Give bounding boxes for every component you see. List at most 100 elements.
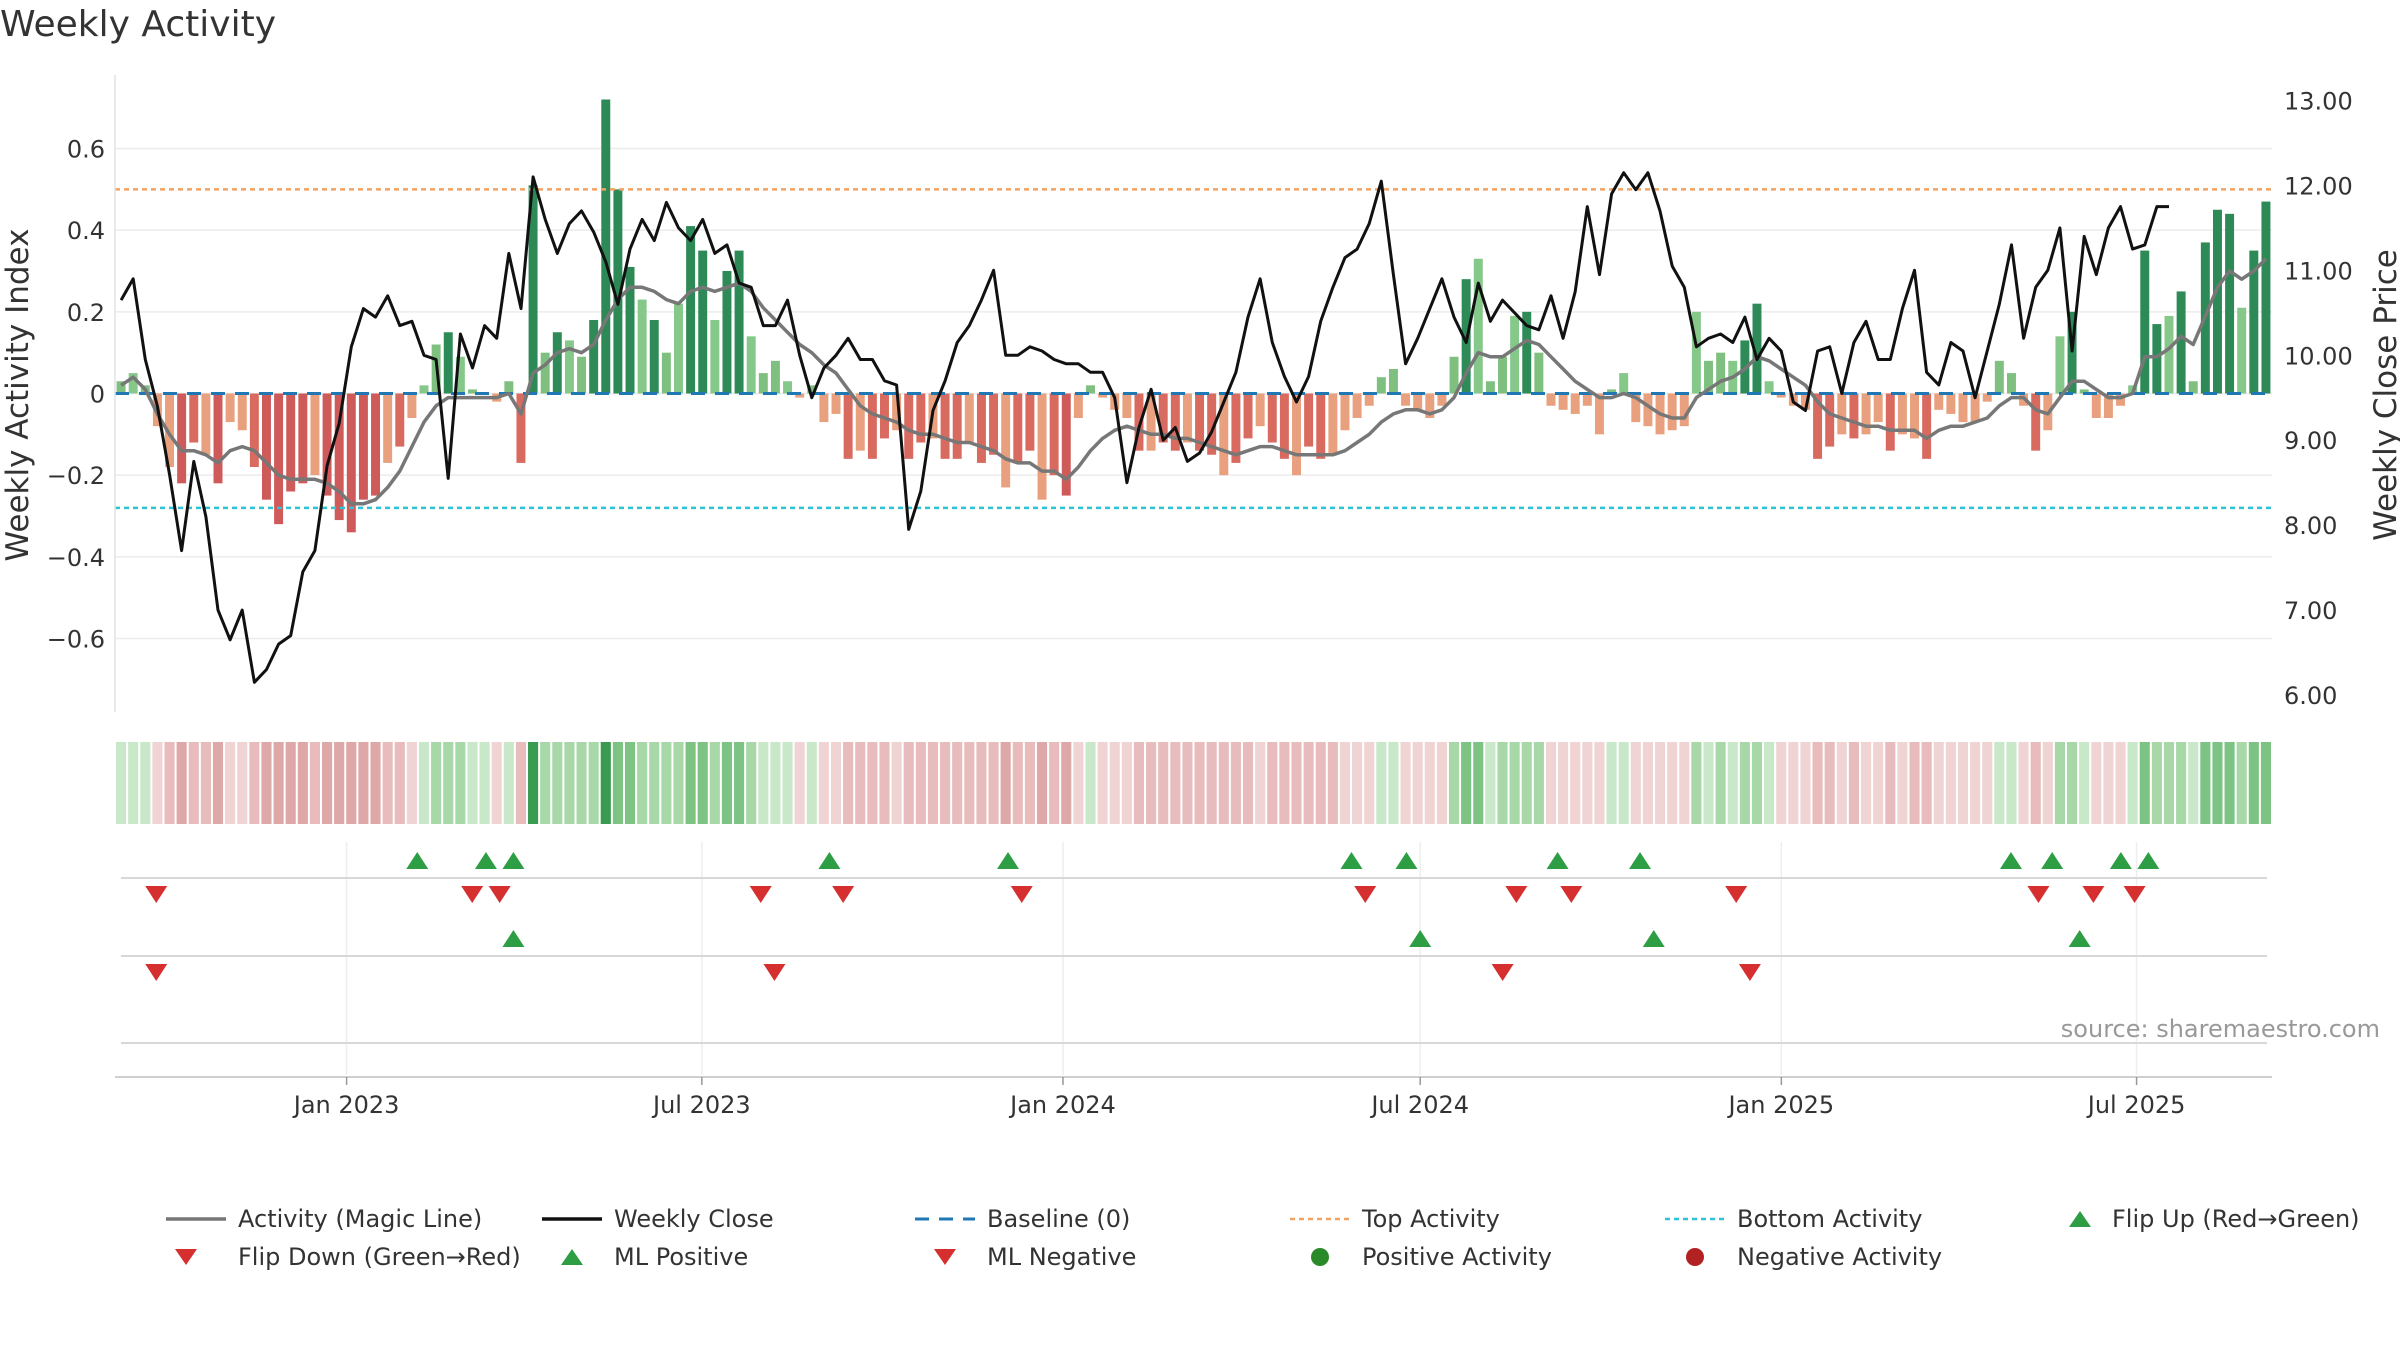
y-tick-label: 0.2 — [67, 299, 105, 327]
ml-down-marker — [1738, 964, 1761, 981]
heatmap-cell — [1630, 742, 1641, 824]
heatmap-cell — [1267, 742, 1278, 824]
y2-tick-label: 9.00 — [2284, 427, 2337, 455]
activity-bar — [189, 393, 199, 443]
heatmap-cell — [2224, 742, 2235, 824]
heatmap-cell — [552, 742, 563, 824]
heatmap-cell — [2200, 742, 2211, 824]
heatmap-cell — [140, 742, 151, 824]
activity-bar — [637, 299, 647, 394]
heatmap-cell — [1497, 742, 1508, 824]
legend-label-close: Weekly Close — [614, 1205, 774, 1233]
activity-bar — [1413, 393, 1423, 410]
weekly-close-line — [119, 171, 2169, 684]
legend-item-bottom: Bottom Activity — [1665, 1205, 1922, 1233]
heatmap-cell — [879, 742, 890, 824]
activity-bar — [1449, 356, 1459, 394]
heatmap-cell — [1049, 742, 1060, 824]
heatmap-cell — [806, 742, 817, 824]
activity-bar — [1946, 393, 1956, 414]
legend-item-ml-negative: ML Negative — [915, 1243, 1136, 1271]
heatmap-cell — [1448, 742, 1460, 824]
activity-heatmap-strip — [116, 742, 2271, 824]
heatmap-cell — [612, 742, 623, 824]
activity-bar — [1994, 360, 2004, 394]
flip-down-marker — [145, 886, 168, 903]
activity-bar — [1679, 393, 1689, 427]
heatmap-cell — [322, 742, 333, 824]
heatmap-cell — [940, 742, 951, 824]
heatmap-cell — [297, 742, 308, 824]
ml-down-marker — [145, 964, 168, 981]
activity-bar — [419, 385, 429, 394]
legend-label-flip-down: Flip Down (Green→Red) — [238, 1243, 521, 1271]
heatmap-cell — [1533, 742, 1544, 824]
activity-bar — [649, 320, 659, 394]
heatmap-cell — [503, 742, 514, 824]
activity-bar — [201, 393, 211, 455]
heatmap-cell — [709, 742, 720, 824]
heatmap-cell — [1109, 742, 1120, 824]
legend: Activity (Magic Line) Weekly Close Basel… — [160, 1205, 2400, 1275]
heatmap-cell — [1061, 742, 1072, 824]
heatmap-cell — [1582, 742, 1593, 824]
activity-bar — [916, 393, 926, 443]
legend-item-ml-positive: ML Positive — [542, 1243, 748, 1271]
activity-bar — [1534, 352, 1544, 394]
activity-bar — [1716, 352, 1726, 394]
activity-bar — [1061, 393, 1071, 496]
activity-bar — [795, 393, 805, 398]
heatmap-cell — [964, 742, 975, 824]
heatmap-cell — [1352, 742, 1363, 824]
activity-bar — [1800, 393, 1810, 410]
flip-down-marker — [1010, 886, 1033, 903]
flip-up-marker — [2109, 852, 2132, 869]
heatmap-cell — [915, 742, 926, 824]
heatmap-cell — [1400, 742, 1411, 824]
flip-down-marker — [2027, 886, 2050, 903]
x-tick-label: Jan 2024 — [1008, 1091, 1116, 1119]
x-tick-label: Jan 2023 — [292, 1091, 400, 1119]
heatmap-cell — [1085, 742, 1096, 824]
legend-label-baseline: Baseline (0) — [987, 1205, 1131, 1233]
heatmap-cell — [1764, 742, 1775, 824]
activity-bar — [2176, 291, 2186, 394]
heatmap-cell — [1970, 742, 1981, 824]
heatmap-cell — [2139, 742, 2150, 824]
heatmap-cell — [528, 742, 539, 824]
activity-bar — [1170, 393, 1180, 451]
activity-bar — [443, 332, 453, 394]
x-tick-label: Jan 2025 — [1726, 1091, 1834, 1119]
heatmap-cell — [2054, 742, 2065, 824]
triangle-up-icon — [2069, 1211, 2091, 1227]
heatmap-cell — [1376, 742, 1387, 824]
heatmap-cell — [1473, 742, 1484, 824]
activity-bar — [819, 393, 829, 423]
heatmap-cell — [1073, 742, 1084, 824]
heatmap-cell — [2042, 742, 2053, 824]
activity-bar — [1267, 393, 1277, 443]
activity-bar — [249, 393, 259, 467]
activity-bar — [237, 393, 247, 431]
activity-bar — [1231, 393, 1241, 463]
activity-bar — [2006, 373, 2016, 394]
activity-bar — [455, 356, 465, 394]
activity-bar — [2091, 393, 2101, 418]
flip-down-marker — [749, 886, 772, 903]
heatmap-cell — [479, 742, 490, 824]
heatmap-cell — [782, 742, 793, 824]
heatmap-cell — [1703, 742, 1714, 824]
heatmap-cell — [794, 742, 805, 824]
heatmap-cell — [1146, 742, 1157, 824]
heatmap-cell — [927, 742, 939, 824]
legend-label-top: Top Activity — [1362, 1205, 1500, 1233]
activity-bar — [1485, 381, 1495, 394]
heatmap-cell — [1594, 742, 1605, 824]
flip-up-marker — [502, 852, 525, 869]
heatmap-cell — [467, 742, 478, 824]
activity-bar — [1813, 393, 1823, 459]
heatmap-cell — [685, 742, 696, 824]
heatmap-cell — [988, 742, 999, 824]
heatmap-cell — [1824, 742, 1835, 824]
activity-bar — [467, 389, 477, 394]
